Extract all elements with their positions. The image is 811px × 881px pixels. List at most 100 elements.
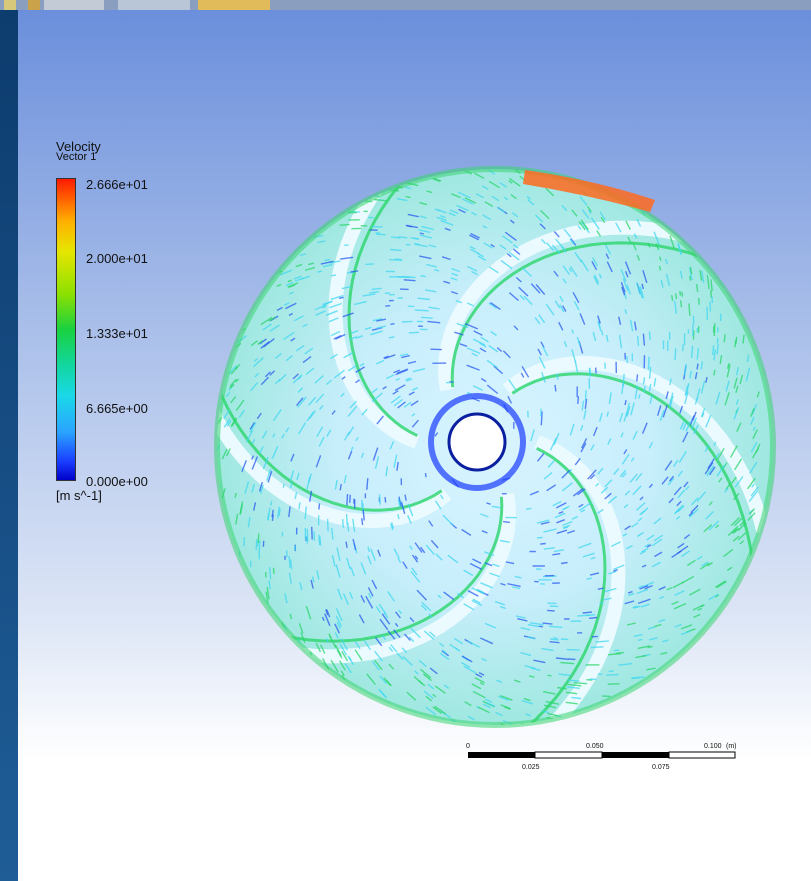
velocity-vector bbox=[410, 400, 419, 407]
velocity-vector bbox=[387, 591, 395, 602]
velocity-vector bbox=[658, 618, 666, 623]
velocity-vector bbox=[429, 631, 436, 638]
velocity-vector bbox=[547, 460, 555, 468]
velocity-vector bbox=[220, 338, 226, 343]
velocity-vector bbox=[555, 657, 569, 660]
velocity-vector bbox=[590, 444, 595, 451]
velocity-vector bbox=[648, 331, 651, 341]
velocity-vector bbox=[705, 414, 712, 428]
velocity-vector bbox=[685, 383, 690, 396]
velocity-vector bbox=[752, 426, 756, 431]
velocity-vector bbox=[636, 502, 646, 511]
velocity-vector bbox=[409, 617, 415, 623]
velocity-vector bbox=[334, 623, 341, 634]
velocity-vector bbox=[390, 523, 394, 531]
taskbar-window-button[interactable] bbox=[44, 0, 104, 10]
velocity-vector bbox=[495, 711, 503, 717]
velocity-vector bbox=[336, 621, 341, 630]
velocity-vector bbox=[574, 457, 581, 466]
velocity-vector bbox=[662, 405, 668, 418]
velocity-vector bbox=[376, 325, 387, 329]
velocity-vector bbox=[209, 385, 213, 389]
velocity-vector bbox=[535, 214, 544, 223]
velocity-vector bbox=[749, 461, 758, 474]
velocity-vector bbox=[506, 253, 512, 258]
velocity-vector bbox=[283, 302, 290, 306]
velocity-vector bbox=[554, 384, 557, 392]
velocity-vector bbox=[742, 334, 745, 344]
app-icon[interactable] bbox=[28, 0, 40, 10]
velocity-vector bbox=[235, 399, 245, 412]
velocity-vector bbox=[500, 582, 506, 586]
velocity-vector bbox=[425, 706, 437, 716]
velocity-vector bbox=[662, 639, 669, 643]
velocity-vector bbox=[483, 242, 493, 249]
velocity-vector bbox=[533, 659, 546, 664]
velocity-vector bbox=[641, 547, 649, 553]
velocity-vector bbox=[290, 453, 295, 462]
velocity-vector bbox=[225, 392, 231, 398]
velocity-vector bbox=[700, 604, 705, 608]
velocity-vector bbox=[295, 263, 303, 268]
velocity-vector bbox=[637, 638, 643, 641]
start-icon[interactable] bbox=[4, 0, 16, 10]
velocity-vector bbox=[419, 215, 428, 219]
taskbar-window-button[interactable] bbox=[118, 0, 190, 10]
velocity-vector bbox=[547, 609, 555, 612]
taskbar-window-button[interactable] bbox=[198, 0, 270, 10]
velocity-vector bbox=[374, 636, 383, 647]
velocity-vector bbox=[391, 236, 401, 239]
velocity-vector bbox=[707, 458, 715, 470]
velocity-vector bbox=[547, 712, 558, 717]
velocity-vector bbox=[607, 495, 618, 504]
impeller-blade bbox=[254, 492, 516, 664]
velocity-vector bbox=[589, 616, 598, 619]
velocity-vector bbox=[348, 656, 352, 661]
velocity-vector bbox=[480, 637, 494, 645]
velocity-vector bbox=[321, 616, 325, 622]
velocity-vector bbox=[684, 363, 688, 376]
velocity-vector bbox=[270, 627, 274, 633]
velocity-vector bbox=[229, 383, 235, 389]
velocity-vector bbox=[196, 501, 197, 505]
velocity-vector bbox=[405, 195, 411, 199]
velocity-vector bbox=[523, 697, 531, 702]
velocity-vector bbox=[478, 671, 485, 676]
velocity-vector bbox=[694, 372, 698, 380]
velocity-vector bbox=[541, 647, 554, 652]
velocity-vector bbox=[308, 410, 316, 420]
velocity-vector bbox=[305, 367, 315, 376]
velocity-vector bbox=[674, 348, 677, 360]
velocity-vector bbox=[665, 258, 668, 265]
velocity-vector bbox=[586, 614, 596, 617]
velocity-vector bbox=[371, 388, 378, 394]
velocity-vector bbox=[476, 252, 484, 258]
velocity-vector bbox=[632, 676, 645, 680]
velocity-vector bbox=[463, 603, 475, 611]
velocity-vector bbox=[252, 357, 264, 368]
velocity-vector bbox=[735, 399, 739, 406]
velocity-vector bbox=[488, 180, 500, 189]
velocity-vector bbox=[288, 556, 291, 568]
velocity-vector bbox=[428, 244, 437, 248]
velocity-vector bbox=[536, 453, 545, 462]
velocity-vector bbox=[500, 694, 513, 701]
velocity-vector bbox=[493, 365, 504, 375]
impeller-blade bbox=[534, 435, 626, 725]
velocity-vector bbox=[733, 406, 740, 420]
velocity-vector bbox=[319, 536, 322, 546]
velocity-vector bbox=[572, 291, 580, 304]
velocity-vector bbox=[366, 478, 369, 490]
velocity-vector bbox=[630, 402, 635, 416]
velocity-vector bbox=[640, 603, 650, 608]
velocity-vector bbox=[527, 636, 536, 640]
velocity-vector bbox=[610, 541, 622, 548]
velocity-vector bbox=[731, 476, 737, 484]
velocity-vector bbox=[690, 345, 694, 358]
velocity-vector bbox=[357, 195, 367, 198]
velocity-vector bbox=[289, 481, 293, 489]
velocity-vector bbox=[549, 641, 560, 644]
velocity-vector bbox=[508, 177, 521, 187]
velocity-vector bbox=[480, 582, 493, 589]
velocity-vector bbox=[472, 385, 483, 391]
